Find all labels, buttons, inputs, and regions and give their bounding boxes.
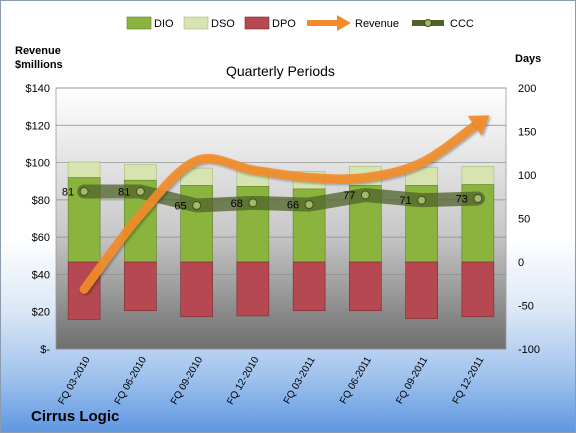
- ccc-data-label: 66: [287, 200, 299, 212]
- legend: DIO DSO DPO Revenue CCC: [126, 15, 474, 31]
- dso-bar: [67, 161, 101, 178]
- left-tick-label: $80: [32, 195, 50, 207]
- legend-swatch-dpo: [244, 16, 270, 30]
- ccc-data-label: 77: [343, 190, 355, 202]
- left-tick-label: $120: [26, 120, 50, 132]
- ccc-line: [77, 184, 485, 213]
- ccc-marker: [79, 187, 89, 197]
- left-tick-label: $-: [40, 344, 50, 356]
- revenue-line: [79, 118, 483, 294]
- left-tick-label: $20: [32, 307, 50, 319]
- legend-label-dpo: DPO: [272, 18, 296, 30]
- category-tick-label: FQ 03-2011: [282, 355, 318, 406]
- dpo-bar: [180, 261, 213, 318]
- ccc-marker: [360, 190, 370, 200]
- ccc-data-label: 81: [118, 187, 130, 199]
- legend-swatch-dio: [126, 16, 152, 30]
- legend-label-ccc: CCC: [450, 18, 474, 30]
- category-tick-label: FQ 03-2010: [57, 355, 93, 407]
- left-axis-label-1: Revenue: [15, 45, 61, 57]
- right-tick-label: 150: [518, 127, 536, 139]
- ccc-data-label: 68: [231, 198, 243, 210]
- dpo-bar: [124, 261, 157, 312]
- dpo-bar: [236, 261, 270, 317]
- right-tick-label: -100: [518, 344, 540, 356]
- left-tick-label: $60: [32, 232, 50, 244]
- ccc-data-label: 65: [174, 200, 186, 212]
- ccc-marker: [248, 198, 258, 208]
- ccc-data-label: 81: [62, 187, 74, 199]
- dpo-bar: [292, 261, 326, 312]
- category-tick-label: FQ 06-2011: [338, 355, 374, 406]
- revenue-arrow-head: [467, 115, 490, 136]
- category-tick-label: FQ 06-2010: [113, 355, 149, 407]
- chart-title: Quarterly Periods: [226, 63, 335, 79]
- right-axis-label: Days: [515, 53, 542, 65]
- category-tick-label: FQ 09-2011: [394, 355, 430, 406]
- ccc-data-label: 73: [456, 193, 468, 205]
- legend-label-dio: DIO: [154, 18, 174, 30]
- ccc-marker: [473, 193, 483, 203]
- legend-marker-ccc: [424, 19, 432, 27]
- dso-bar: [461, 166, 495, 185]
- ccc-data-label: 71: [399, 195, 411, 207]
- legend-label-dso: DSO: [211, 18, 235, 30]
- plot-area: [55, 87, 507, 350]
- ccc-marker: [304, 200, 314, 210]
- left-tick-label: $100: [26, 158, 50, 170]
- legend-arrow-head: [337, 15, 351, 31]
- category-tick-label: FQ 12-2011: [451, 355, 487, 406]
- legend-label-revenue: Revenue: [355, 18, 399, 30]
- category-tick-label: FQ 09-2010: [169, 355, 205, 407]
- line-series: 81 81 65 68 66 77 71 73: [62, 115, 490, 294]
- ccc-marker: [135, 187, 145, 197]
- category-tick-label: FQ 12-2010: [225, 355, 261, 407]
- dpo-bar: [461, 261, 495, 318]
- dpo-bar: [405, 261, 438, 319]
- legend-swatch-dso: [183, 16, 209, 30]
- ccc-marker: [192, 200, 202, 210]
- left-tick-label: $140: [26, 83, 50, 95]
- right-tick-label: 200: [518, 83, 536, 95]
- left-tick-label: $40: [32, 269, 50, 281]
- right-tick-label: 50: [518, 214, 530, 226]
- dso-bar: [124, 164, 157, 181]
- left-axis-label-2: $millions: [15, 59, 63, 71]
- ccc-marker: [417, 195, 427, 205]
- company-name: Cirrus Logic: [31, 408, 120, 425]
- right-tick-label: 100: [518, 170, 536, 182]
- dpo-bar: [349, 261, 382, 312]
- right-tick-label: -50: [518, 301, 534, 313]
- right-tick-label: 0: [518, 257, 524, 269]
